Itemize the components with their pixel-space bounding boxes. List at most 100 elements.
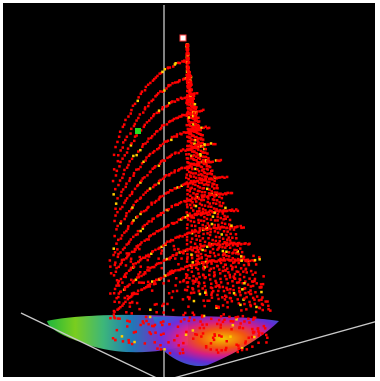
scatter-point (123, 168, 126, 172)
scatter-point (184, 311, 187, 315)
scatter-point (108, 259, 112, 262)
scatter-point (156, 129, 159, 133)
scatter-point (109, 272, 113, 275)
scatter-point (138, 247, 141, 251)
scatter-point (197, 143, 200, 147)
scatter-point (254, 271, 257, 274)
scatter-point (225, 254, 228, 257)
scatter-point (158, 162, 162, 165)
scatter-point (216, 248, 219, 251)
scatter-point (141, 225, 145, 228)
scatter-point (130, 207, 133, 211)
scatter-point (157, 257, 160, 260)
scatter-point (244, 267, 248, 271)
scatter-point (186, 53, 190, 56)
scatter-point (185, 330, 188, 334)
scatter-point (221, 249, 225, 253)
scatter-point (213, 333, 216, 336)
scatter-point (220, 221, 224, 225)
scatter-point (130, 192, 134, 196)
scatter-point (192, 179, 195, 183)
scatter-point (123, 123, 126, 126)
scatter-point (157, 146, 161, 150)
scatter-point (210, 185, 214, 188)
scatter-point (191, 172, 195, 175)
scatter-point (195, 112, 198, 115)
scatter-point (222, 218, 225, 221)
scatter-point (190, 157, 193, 160)
scatter-point (201, 141, 204, 145)
scatter-point (177, 247, 180, 251)
scatter-point (150, 116, 153, 120)
3d-scatter-scene[interactable] (3, 3, 375, 377)
scatter-point (116, 281, 120, 285)
scatter-point (142, 273, 145, 276)
scatter-point (229, 335, 232, 338)
scatter-point (153, 341, 156, 344)
scatter-point (190, 224, 193, 227)
scatter-point (232, 251, 235, 254)
scatter-point (191, 196, 194, 199)
scatter-point (148, 285, 151, 288)
scatter-point (245, 348, 249, 351)
scatter-point (174, 151, 177, 154)
scatter-point (155, 262, 159, 265)
scatter-point (139, 129, 143, 132)
scatter-point (194, 250, 197, 254)
scatter-point (228, 259, 231, 262)
scatter-point (176, 80, 179, 84)
scatter-point (205, 217, 209, 221)
scatter-point (234, 259, 238, 262)
scatter-point (185, 181, 189, 184)
scatter-point (174, 62, 177, 65)
scatter-point (234, 225, 238, 229)
scatter-point (118, 317, 121, 320)
scatter-point (116, 308, 119, 311)
scatter-point (243, 302, 246, 306)
scatter-point (126, 294, 129, 298)
scatter-point (247, 262, 250, 265)
scatter-point (186, 285, 190, 289)
scatter-point (143, 287, 146, 290)
scatter-point (228, 291, 231, 295)
scatter-point (238, 289, 241, 293)
scatter-point (178, 115, 181, 118)
white-marker[interactable] (179, 34, 187, 42)
scatter-point (125, 272, 128, 275)
scatter-point (185, 165, 189, 169)
scatter-point (203, 240, 207, 244)
scatter-point (205, 183, 208, 186)
scatter-point (248, 277, 251, 280)
scatter-point (109, 316, 112, 320)
scatter-point (202, 232, 205, 236)
scatter-point (145, 238, 148, 241)
scatter-point (187, 305, 190, 308)
scatter-point (216, 212, 220, 216)
scatter-point (186, 257, 189, 261)
scatter-point (237, 281, 241, 284)
scatter-point (196, 168, 199, 171)
scatter-point (196, 185, 200, 188)
scatter-point (223, 259, 226, 262)
scatter-point (240, 226, 243, 230)
scatter-point (188, 96, 192, 100)
scatter-point (127, 163, 130, 167)
scatter-point (129, 238, 133, 241)
scatter-point (241, 326, 245, 330)
green-marker[interactable] (135, 128, 141, 134)
scatter-point (126, 255, 129, 258)
3d-viewport[interactable] (3, 3, 375, 377)
scatter-point (177, 263, 180, 266)
scatter-point (112, 193, 115, 196)
scatter-point (240, 309, 243, 312)
scatter-point (159, 178, 162, 182)
scatter-point (191, 287, 194, 290)
scatter-point (222, 257, 225, 260)
scatter-point (218, 159, 221, 163)
scatter-point (230, 241, 233, 245)
scatter-point (189, 245, 193, 249)
scatter-point (209, 177, 212, 181)
scatter-point (187, 116, 191, 119)
scatter-point (249, 303, 252, 307)
scatter-point (202, 162, 206, 166)
